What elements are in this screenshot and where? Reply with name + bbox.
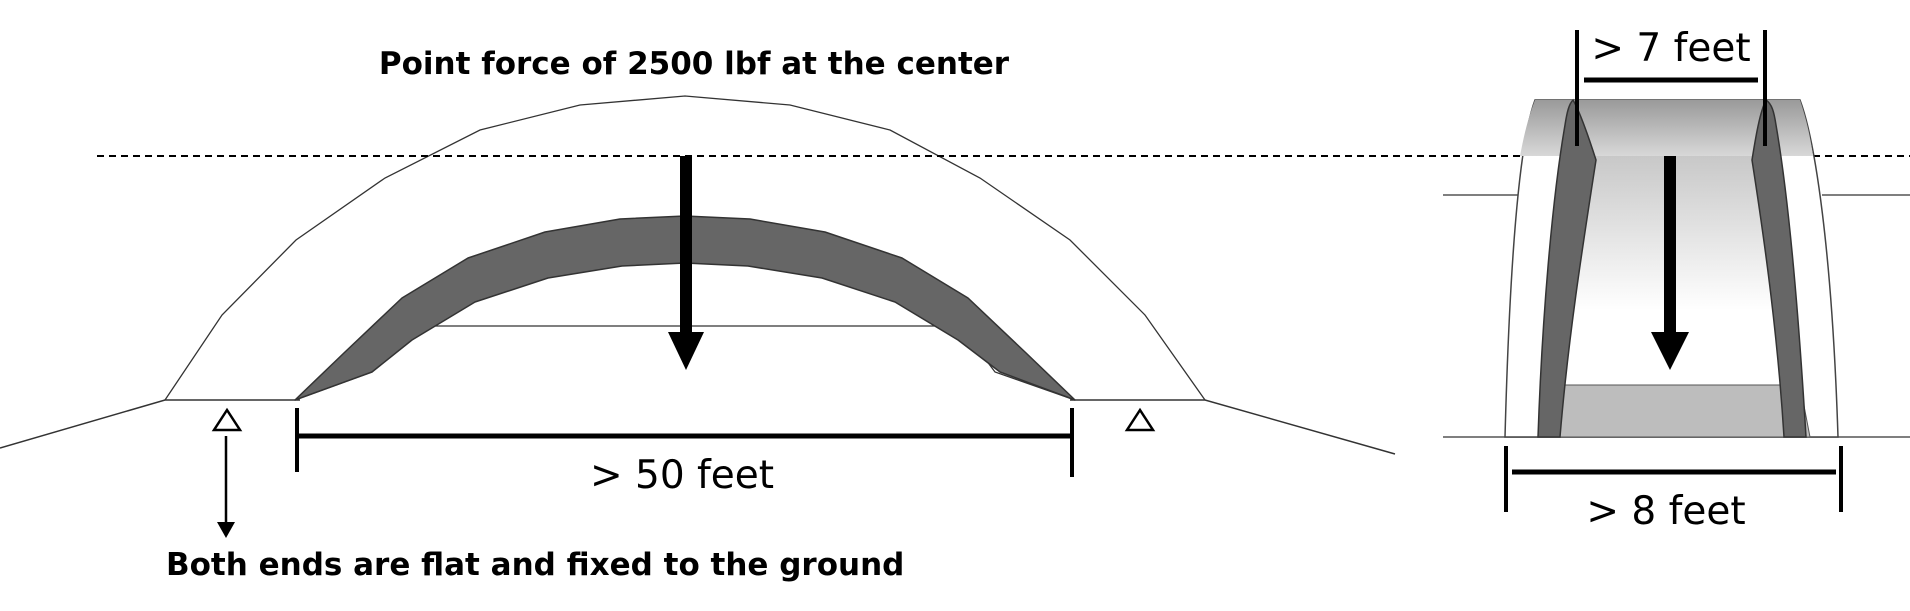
side-view: Point force of 2500 lbf at the center > …: [0, 46, 1910, 583]
end-left-rib: [1537, 98, 1597, 438]
span-length-label: > 50 feet: [590, 453, 774, 498]
end-top-cap: [1520, 100, 1813, 156]
ground-line-right: [1070, 399, 1396, 455]
ground-line-left: [0, 399, 300, 449]
outer-arch-outline: [164, 95, 1206, 401]
point-force-label: Point force of 2500 lbf at the center: [379, 46, 1010, 82]
ends-note-arrow: [217, 436, 235, 538]
end-floor: [1537, 384, 1811, 438]
base-width-dimension: [1504, 446, 1843, 512]
ends-note-label: Both ends are flat and fixed to the grou…: [166, 547, 904, 583]
span-dimension: [295, 408, 1074, 477]
top-width-label: > 7 feet: [1591, 26, 1750, 71]
arch-rib: [294, 215, 1076, 401]
end-load-arrow: [1651, 156, 1689, 370]
base-width-label: > 8 feet: [1586, 489, 1745, 534]
right-support-triangle: [1124, 407, 1156, 432]
end-right-rib: [1751, 98, 1807, 438]
center-load-arrow: [668, 156, 704, 370]
end-view: > 7 feet > 8 feet: [1443, 26, 1910, 534]
left-support-triangle: [211, 407, 243, 432]
top-width-dimension: [1575, 30, 1767, 146]
